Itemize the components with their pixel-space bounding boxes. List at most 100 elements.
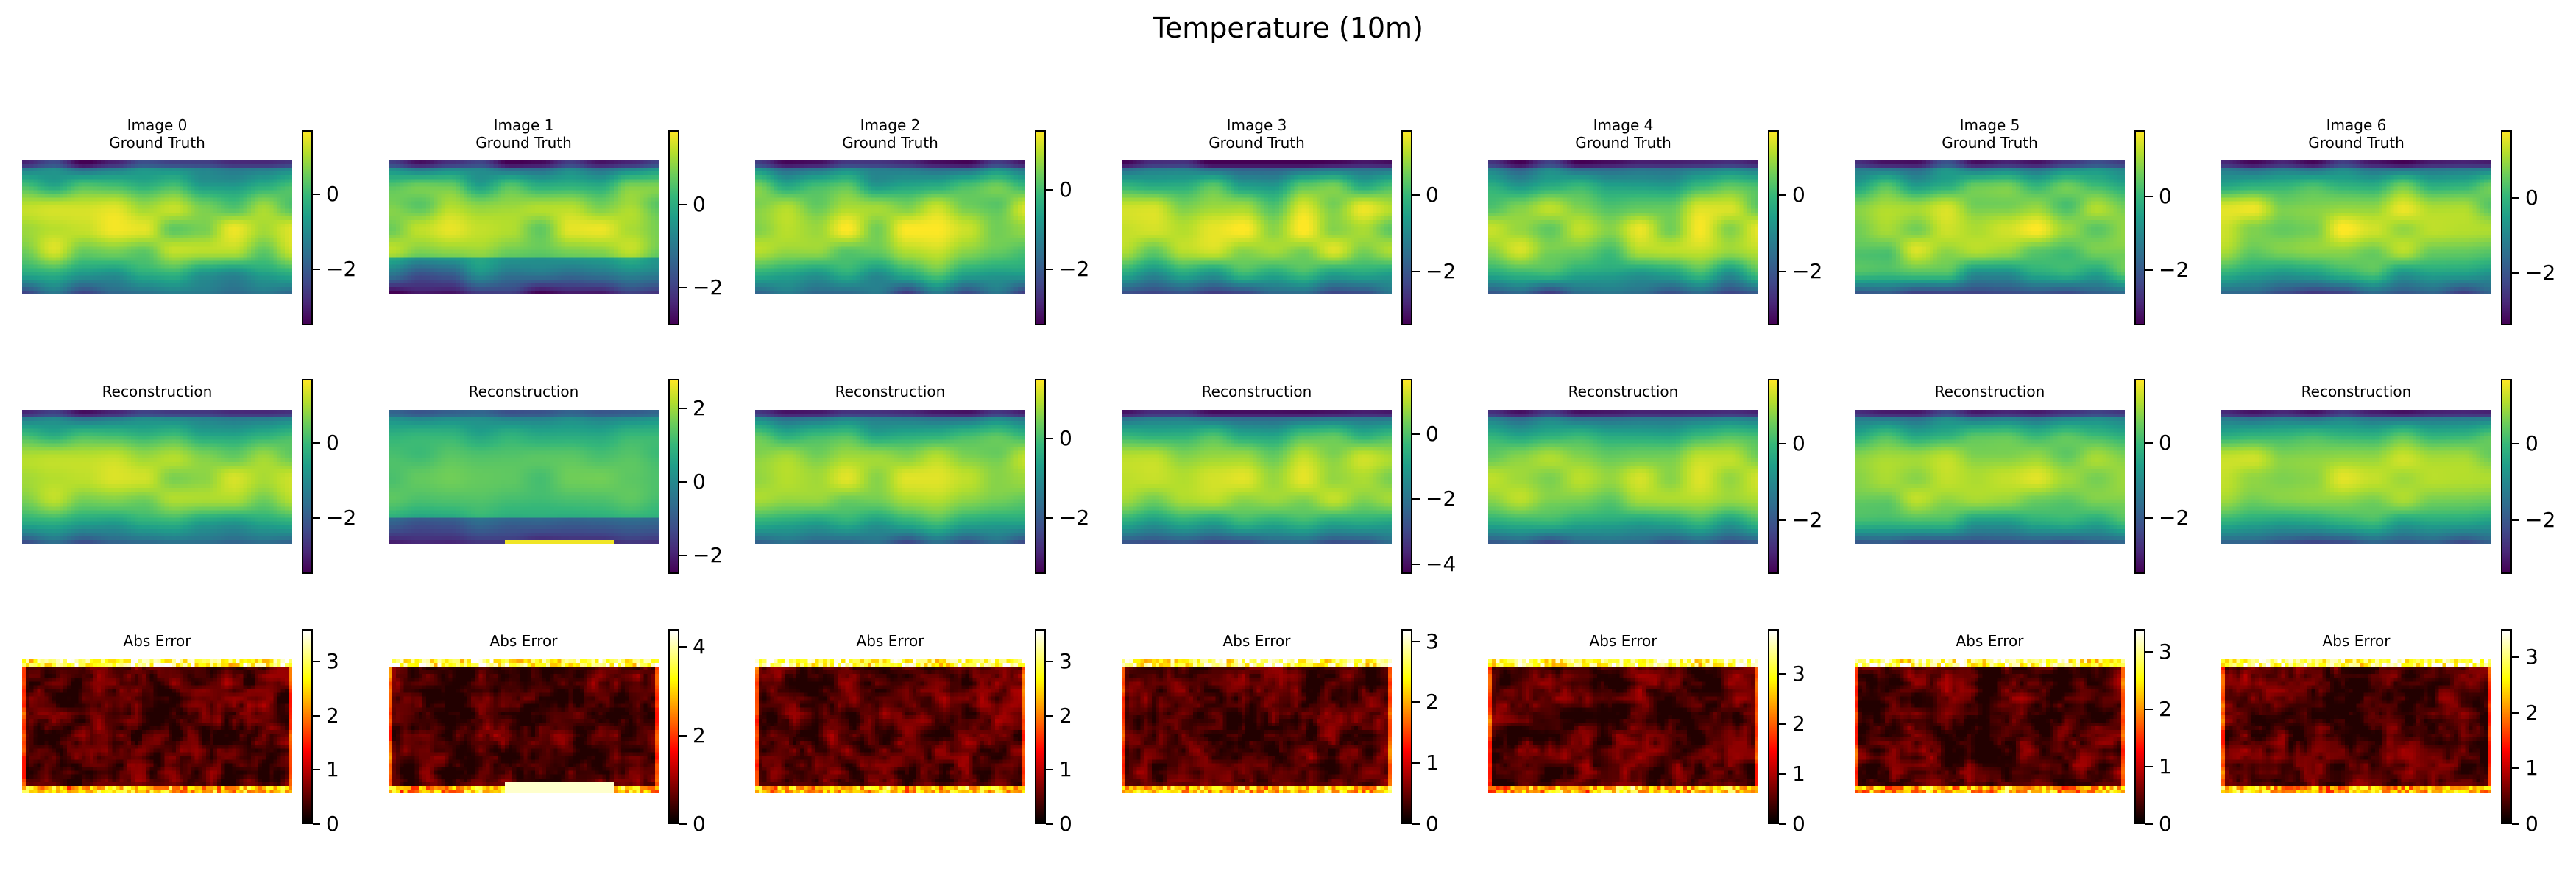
colorbar-ticks: −2 0 (1779, 379, 1830, 574)
colorbar-tick (1779, 673, 1786, 675)
colorbar-ticks: −4 −2 0 (1412, 379, 1464, 574)
panel-title-line: Image 0 (127, 116, 188, 134)
panel-title-line: Ground Truth (1942, 134, 2038, 152)
colorbar-gt-4 (1768, 130, 1779, 325)
colorbar-tick-label: −2 (1059, 257, 1090, 282)
colorbar-tick-label: 0 (693, 192, 706, 217)
colorbar-tick-label: −2 (326, 256, 357, 281)
colorbar-tick (313, 517, 320, 519)
panel-title-line: Reconstruction (1201, 383, 1312, 400)
colorbar-tick (679, 408, 687, 409)
colorbar-tick (679, 734, 687, 737)
colorbar-tick-label: −2 (326, 505, 357, 530)
panel-title-line: Abs Error (1222, 632, 1291, 650)
colorbar-tick-label: 0 (2159, 184, 2172, 208)
colorbar-tick-label: 2 (693, 396, 706, 420)
panel-title: Image 6 Ground Truth (2221, 116, 2491, 152)
colorbar-ticks: 0 1 2 3 (1412, 628, 1464, 834)
colorbar-tick (679, 481, 687, 483)
colorbar-err-6 (2501, 629, 2512, 824)
colorbar-tick-label: 2 (2159, 697, 2172, 722)
colorbar-tick (313, 268, 320, 270)
heatmap-gt-3 (1122, 160, 1392, 294)
colorbar-tick-label: 3 (1059, 649, 1072, 674)
colorbar-tick (679, 204, 687, 206)
colorbar-recon-1 (668, 379, 679, 574)
colorbar-gt-0 (302, 130, 313, 325)
colorbar-tick-label: 0 (1059, 426, 1072, 451)
panel-title: Image 4 Ground Truth (1488, 116, 1758, 152)
panel-title: Abs Error (1122, 632, 1392, 650)
colorbar-tick (1412, 271, 1420, 273)
colorbar-gt-1 (668, 130, 679, 325)
colorbar-tick-label: 0 (693, 812, 706, 836)
colorbar-tick (2512, 656, 2519, 658)
colorbar-tick (1779, 773, 1786, 776)
colorbar-recon-5 (2134, 379, 2145, 574)
colorbar-tick (2512, 767, 2519, 770)
colorbar-err-1 (668, 629, 679, 824)
panel-title-line: Reconstruction (468, 383, 579, 400)
panel-title-line: Image 2 (860, 116, 921, 134)
heatmap-recon-5 (1855, 410, 2125, 544)
panel-title-line: Ground Truth (475, 134, 572, 152)
colorbar-tick-label: −2 (1059, 506, 1090, 531)
colorbar-tick (313, 714, 320, 717)
colorbar-tick-label: 2 (2525, 700, 2538, 725)
panel-title-line: Image 6 (2326, 116, 2387, 134)
colorbar-ticks: −2 0 (2145, 379, 2197, 574)
panel-title-line: Abs Error (2322, 632, 2391, 650)
colorbar-tick-label: −2 (1426, 259, 1457, 284)
colorbar-tick (1779, 271, 1786, 273)
colorbar-tick-label: 0 (1792, 431, 1805, 456)
panel-title-line: Abs Error (856, 632, 924, 650)
panel-title-line: Ground Truth (1209, 134, 1305, 152)
colorbar-tick (2145, 517, 2153, 519)
colorbar-tick-label: 3 (2159, 639, 2172, 664)
colorbar-tick (2512, 823, 2519, 825)
panel-title-line: Image 3 (1226, 116, 1287, 134)
colorbar-tick (1046, 189, 1053, 191)
colorbar-tick-label: 0 (1426, 812, 1439, 836)
colorbar-tick-label: 3 (1426, 628, 1439, 653)
colorbar-tick-label: 3 (1792, 662, 1805, 687)
heatmap-gt-2 (755, 160, 1025, 294)
colorbar-tick (679, 823, 687, 825)
colorbar-ticks: 0 2 4 (679, 629, 731, 834)
colorbar-ticks: 0 1 2 3 (313, 629, 364, 834)
panel-title-line: Abs Error (489, 632, 558, 650)
panel-title: Image 5 Ground Truth (1855, 116, 2125, 152)
colorbar-ticks: 0 1 2 3 (1046, 629, 1097, 834)
colorbar-ticks: 0 1 2 3 (2145, 629, 2197, 834)
colorbar-tick (2145, 709, 2153, 711)
heatmap-recon-6 (2221, 410, 2491, 544)
colorbar-tick-label: 2 (693, 723, 706, 748)
colorbar-tick (1779, 723, 1786, 726)
colorbar-tick (2145, 823, 2153, 825)
colorbar-tick-label: −2 (1426, 486, 1457, 511)
colorbar-tick-label: 0 (326, 181, 339, 206)
colorbar-tick-label: 2 (326, 703, 339, 728)
colorbar-tick (679, 555, 687, 556)
heatmap-recon-1 (389, 410, 659, 544)
colorbar-tick (313, 193, 320, 195)
panel-title-line: Ground Truth (1575, 134, 1671, 152)
panel-title-line: Ground Truth (2308, 134, 2405, 152)
colorbar-ticks: −2 0 (313, 130, 364, 325)
colorbar-err-2 (1035, 629, 1046, 824)
heatmap-gt-5 (1855, 160, 2125, 294)
colorbar-tick-label: 4 (693, 634, 706, 659)
colorbar-tick (1046, 714, 1053, 717)
colorbar-tick-label: −2 (693, 543, 723, 567)
heatmap-recon-3 (1122, 410, 1392, 544)
heatmap-recon-2 (755, 410, 1025, 544)
heatmap-gt-6 (2221, 160, 2491, 294)
panel-title: Abs Error (22, 632, 292, 650)
colorbar-tick (2512, 443, 2519, 445)
panel-title-line: Abs Error (1956, 632, 2024, 650)
colorbar-gt-6 (2501, 130, 2512, 325)
colorbar-tick-label: 0 (2159, 812, 2172, 836)
colorbar-tick (1412, 498, 1420, 500)
colorbar-recon-3 (1401, 379, 1412, 574)
colorbar-tick (1412, 433, 1420, 436)
